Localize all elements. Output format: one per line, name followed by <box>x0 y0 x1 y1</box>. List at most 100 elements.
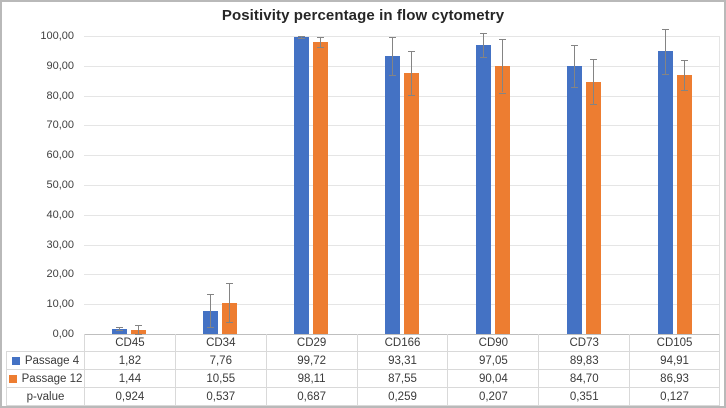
column-header-cd45: CD45 <box>84 334 175 352</box>
table-cell-cd90-passage-12: 90,04 <box>447 370 539 388</box>
table-cell-cd29-passage-12: 98,11 <box>265 370 357 388</box>
gridline <box>84 185 720 186</box>
table-cell-cd45-p-value: 0,924 <box>84 388 175 406</box>
error-bar-cap <box>408 50 415 52</box>
error-bar-cd90-passage-12 <box>501 38 503 93</box>
table-cell-cd29-passage-4: 99,72 <box>265 352 357 370</box>
y-axis-tick-label: 90,00 <box>46 59 74 72</box>
gridline <box>84 95 720 97</box>
error-bar-cap <box>570 45 578 47</box>
error-bar-cap <box>589 103 597 105</box>
table-cell-cd73-p-value: 0,351 <box>538 388 630 406</box>
error-bar-cap <box>589 59 597 61</box>
error-bar-cap <box>498 38 506 40</box>
error-bar-cd73-passage-12 <box>592 59 594 104</box>
bar-passage-12-cd90 <box>494 65 510 334</box>
bar-passage-12-cd105 <box>676 74 692 334</box>
x-axis-line <box>84 334 720 335</box>
gridline <box>84 155 720 157</box>
table-cell-cd29-p-value: 0,687 <box>265 388 357 406</box>
row-label-text: p-value <box>26 390 65 403</box>
bar-passage-12-cd166 <box>404 73 419 334</box>
error-bar-cd34-passage-12 <box>229 283 231 322</box>
error-bar-cap <box>661 28 669 30</box>
error-bar-cd45-passage-12 <box>138 325 140 335</box>
y-axis-tick-label: 80,00 <box>46 89 74 102</box>
error-bar-cd105-passage-4 <box>664 28 666 74</box>
table-corner-cell <box>6 334 84 352</box>
row-label-text: Passage 12 <box>21 372 83 385</box>
error-bar-cap <box>408 95 415 97</box>
error-bar-cap <box>207 294 215 296</box>
bar-passage-4-cd105 <box>657 51 673 334</box>
error-bar-cap <box>479 56 487 58</box>
plot-right-border <box>719 36 720 334</box>
y-axis-tick-label: 100,00 <box>40 30 74 42</box>
table-cell-cd90-p-value: 0,207 <box>447 388 539 406</box>
bar-passage-4-cd90 <box>475 44 491 334</box>
error-bar-cd73-passage-4 <box>573 45 575 88</box>
column-header-cd73: CD73 <box>538 334 630 352</box>
error-bar-cap <box>661 73 669 75</box>
gridline <box>84 274 720 276</box>
table-cell-cd45-passage-12: 1,44 <box>84 370 175 388</box>
error-bar-cap <box>226 283 234 285</box>
error-bar-cap <box>207 327 215 329</box>
table-cell-cd166-passage-4: 93,31 <box>356 352 448 370</box>
y-axis-tick-label: 50,00 <box>46 179 74 191</box>
error-bar-cd166-passage-4 <box>392 37 393 75</box>
error-bar-cap <box>298 37 306 39</box>
error-bar-cap <box>317 36 325 38</box>
bar-passage-12-cd29 <box>313 41 329 334</box>
table-cell-cd34-passage-12: 10,55 <box>174 370 266 388</box>
gridline <box>84 36 720 37</box>
table-cell-cd90-passage-4: 97,05 <box>447 352 539 370</box>
data-table: CD45 CD34 CD29 CD166 CD90 CD73 CD105 Passage 4 1… <box>6 334 720 406</box>
table-cell-cd34-p-value: 0,537 <box>174 388 266 406</box>
table-cell-cd105-passage-4: 94,91 <box>629 352 720 370</box>
gridline <box>84 214 720 216</box>
table-cell-cd45-passage-4: 1,82 <box>84 352 175 370</box>
error-bar-cap <box>570 87 578 89</box>
column-header-cd29: CD29 <box>265 334 357 352</box>
error-bar-cap <box>317 46 325 48</box>
y-axis-tick-label: 10,00 <box>46 298 74 311</box>
bar-passage-4-cd45 <box>112 328 128 334</box>
column-header-cd90: CD90 <box>447 334 539 352</box>
table-cell-cd73-passage-12: 84,70 <box>538 370 630 388</box>
error-bar-cap <box>389 74 396 76</box>
y-axis-tick-label: 70,00 <box>46 119 74 132</box>
error-bar-cap <box>116 327 124 329</box>
gridline <box>84 125 720 127</box>
table-cell-cd34-passage-4: 7,76 <box>174 352 266 370</box>
table-cell-cd73-passage-4: 89,83 <box>538 352 630 370</box>
error-bar-cd34-passage-4 <box>210 294 212 328</box>
row-label-p-value: p-value <box>6 388 84 406</box>
error-bar-cd29-passage-12 <box>320 36 322 47</box>
error-bar-cap <box>389 37 396 39</box>
error-bar-cd105-passage-12 <box>683 60 685 90</box>
table-cell-cd105-p-value: 0,127 <box>629 388 720 406</box>
y-axis-tick-label: 30,00 <box>46 238 74 251</box>
bar-passage-4-cd73 <box>566 66 582 334</box>
chart-title: Positivity percentage in flow cytometry <box>221 7 505 24</box>
error-bar-cap <box>298 35 306 37</box>
column-header-cd105: CD105 <box>629 334 720 352</box>
error-bar-cap <box>226 321 234 323</box>
bar-passage-4-cd166 <box>385 55 400 334</box>
error-bar-cap <box>116 330 124 332</box>
bar-passage-4-cd29 <box>294 36 310 334</box>
table-cell-cd166-passage-12: 87,55 <box>356 370 448 388</box>
gridline <box>84 244 720 246</box>
column-header-cd166: CD166 <box>356 334 448 352</box>
error-bar-cd166-passage-12 <box>411 50 412 96</box>
gridline <box>84 304 720 306</box>
error-bar-cap <box>135 334 143 336</box>
row-label-passage-4: Passage 4 <box>6 352 84 370</box>
y-axis-tick-label: 20,00 <box>46 268 74 281</box>
row-label-text: Passage 4 <box>24 354 80 367</box>
y-axis-tick-label: 0,00 <box>52 328 74 340</box>
bar-passage-12-cd73 <box>585 81 601 334</box>
